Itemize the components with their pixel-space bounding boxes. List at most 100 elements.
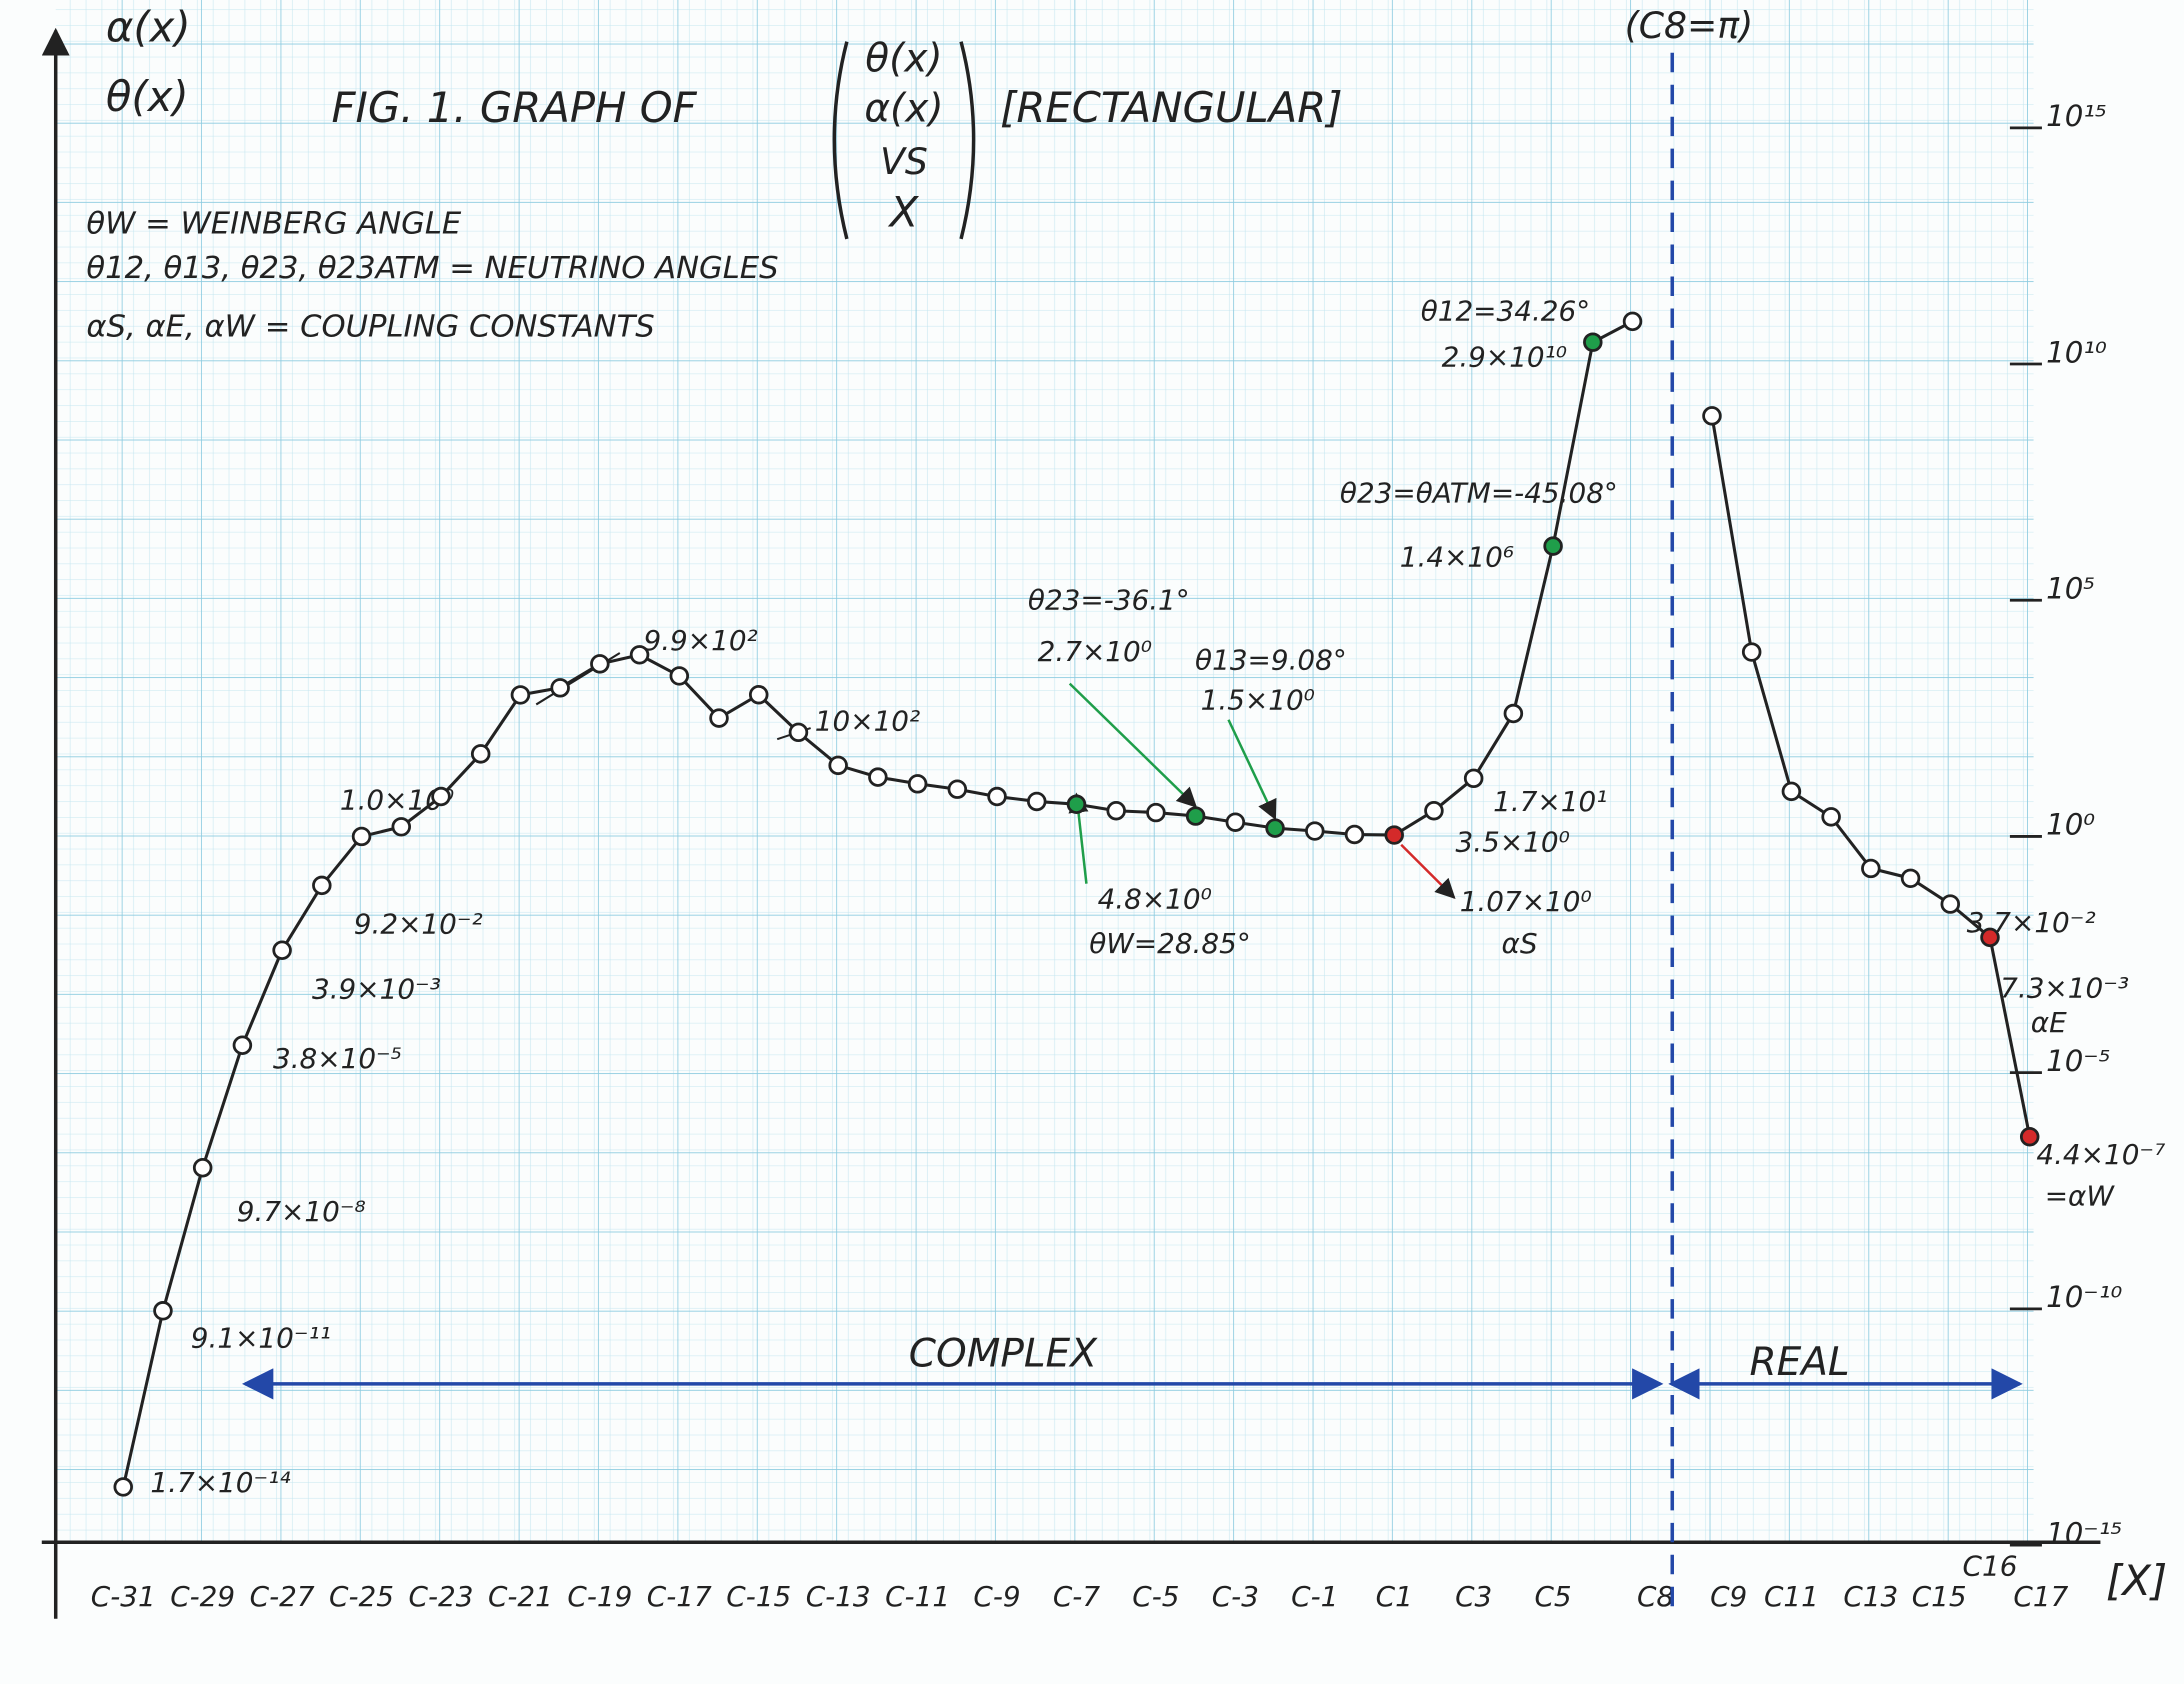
x-tick-label: C-9 [973,1580,1020,1613]
y-tick-label: 10⁻⁵ [2046,1044,2110,1078]
title-matrix: α(x) [864,87,943,132]
y-tick-label: 10⁵ [2046,572,2095,606]
data-point [1066,794,1087,814]
matrix-bracket [959,41,976,240]
point-note: =αW [2045,1180,2116,1213]
x-tick-label: C-23 [409,1580,474,1613]
data-label: 3.9×10⁻³ [312,973,441,1006]
asymptote-label: (C8=π) [1625,4,1754,47]
x-tick-label: C-29 [170,1580,235,1613]
data-point [232,1035,253,1055]
data-point [709,708,729,728]
data-point [1543,536,1563,556]
data-point [748,684,769,705]
matrix-bracket [832,41,849,240]
y-tick-label: 10¹⁰ [2046,335,2107,369]
y-tick-label: 10⁻¹⁰ [2046,1280,2122,1314]
data-point [1741,642,1762,662]
data-point [2019,1127,2040,1147]
data-point [1344,824,1365,845]
x-tick-label: C-21 [488,1580,553,1613]
data-label: 9.9×10² [644,624,758,657]
data-point [907,774,928,794]
data-label: 3.8×10⁻⁵ [273,1042,402,1075]
data-point [1424,801,1444,821]
y-tick-label: 10⁰ [2046,808,2095,842]
x-tick-label: C-11 [885,1580,950,1613]
data-point [391,817,412,837]
leader-arrow [1068,682,1198,808]
data-point [1106,801,1126,821]
data-label: 4.4×10⁻⁷ [2036,1138,2165,1171]
data-label: 1.7×10⁻¹⁴ [150,1466,290,1499]
x-tick-label: C16 [1963,1549,2018,1582]
data-point [1384,825,1404,845]
point-note: θ12=34.26° [1421,295,1590,328]
data-label: 1.4×10⁶ [1400,541,1514,574]
data-point [947,779,968,799]
grid-paper [55,0,2034,1543]
data-point [828,755,848,776]
data-point [868,767,888,787]
y-tick-label: 10⁻¹⁵ [2046,1516,2122,1550]
data-point [1185,806,1206,826]
x-tick-label: C3 [1455,1580,1492,1613]
data-point [1980,927,2000,948]
point-note: αS [1502,927,1538,960]
point-note: θW=28.85° [1089,927,1251,960]
data-label: 1.07×10⁰ [1460,885,1592,918]
x-tick-label: C-27 [250,1580,315,1613]
data-point [1940,894,1961,914]
data-point [153,1301,173,1321]
x-tick-label: C-13 [806,1580,871,1613]
data-point [1463,768,1484,789]
data-point [1027,791,1047,812]
data-label: 2.9×10¹⁰ [1442,340,1567,373]
region-label: COMPLEX [909,1332,1098,1377]
x-tick-label: C13 [1843,1580,1898,1613]
y-tick-label: 10¹⁵ [2046,99,2107,133]
data-point [987,786,1007,807]
region-label: REAL [1750,1340,1850,1385]
point-note: αE [2031,1006,2067,1039]
data-point [1781,781,1802,802]
x-tick-label: C1 [1376,1580,1413,1613]
data-point [1702,406,1722,426]
data-point [550,678,570,698]
data-label: 1.7×10¹ [1493,785,1607,818]
x-tick-label: C-31 [91,1580,156,1613]
note: θ12, θ13, θ23, θ23ATM = NEUTRINO ANGLES [86,251,778,286]
data-label: 9.7×10⁻⁸ [237,1195,366,1228]
data-point [510,685,531,705]
x-tick-label: C-3 [1212,1580,1259,1613]
x-tick-label: C11 [1764,1580,1819,1613]
x-tick-label: C-17 [647,1580,712,1613]
x-tick-label: C9 [1710,1580,1747,1613]
data-point [1305,821,1325,841]
x-tick-label: C-5 [1132,1580,1179,1613]
data-label: 2.7×10⁰ [1038,635,1152,668]
data-label: 4.8×10⁰ [1098,882,1212,915]
data-point [1900,868,1921,889]
data-point [431,786,451,807]
data-point [788,722,809,743]
y-axis-label: α(x) [106,3,191,52]
data-point [1583,332,1603,352]
point-note: θ23=-36.1° [1028,584,1190,617]
data-point [1265,818,1285,838]
data-point [113,1477,133,1497]
data-label: 9.1×10⁻¹¹ [191,1321,331,1354]
data-label: 3.5×10⁰ [1456,825,1570,858]
data-label: 7.3×10⁻³ [2000,971,2129,1004]
data-point [669,666,690,686]
data-label: 10×10² [815,705,920,738]
data-point [272,940,292,960]
note: αS, αE, αW = COUPLING CONSTANTS [86,309,654,344]
data-point [1503,703,1524,724]
x-axis-label: [X] [2106,1556,2167,1605]
title-matrix: VS [880,140,928,183]
chart-subtitle: [RECTANGULAR] [1000,83,1342,132]
data-point [629,645,650,665]
data-point [351,826,372,847]
